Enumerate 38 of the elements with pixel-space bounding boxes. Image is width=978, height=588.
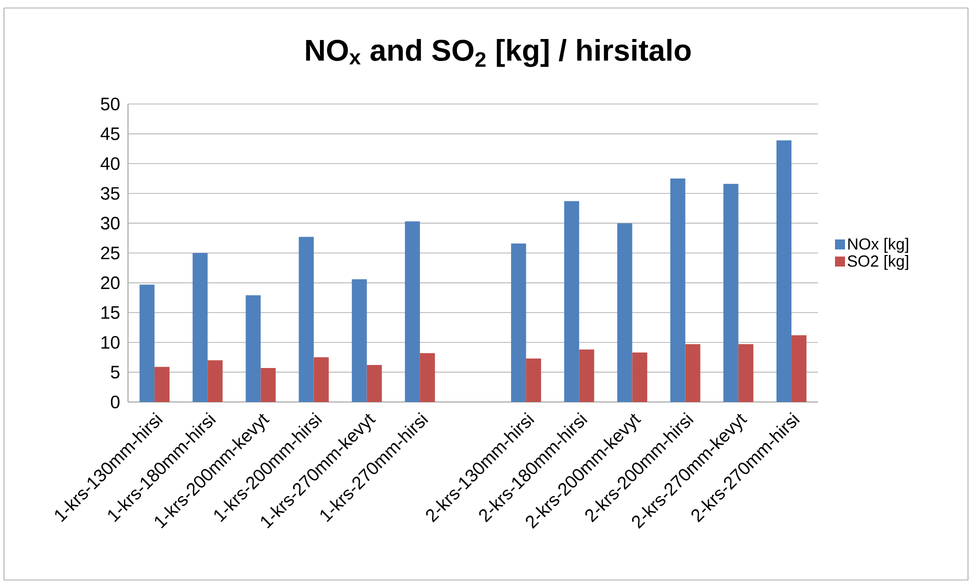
y-tick-label: 20 <box>101 276 120 290</box>
bar <box>366 365 382 402</box>
y-tick-label: 45 <box>100 128 120 140</box>
bar <box>526 358 542 402</box>
y-tick-label: 30 <box>100 216 120 230</box>
y-tick-label: 25 <box>101 246 120 260</box>
bar <box>420 353 435 402</box>
bar <box>352 279 367 402</box>
bar <box>670 178 686 402</box>
bar <box>564 201 580 402</box>
bar <box>314 357 329 402</box>
chart-title: NO$_{x}$ and SO$_{2}$ [kg] / hirsitalo <box>306 38 691 68</box>
bar <box>723 184 738 402</box>
bar <box>192 252 208 402</box>
bar <box>776 140 792 402</box>
bar <box>791 335 806 402</box>
y-tick-label: 40 <box>100 157 120 170</box>
bar <box>140 284 155 402</box>
bar <box>260 368 276 402</box>
y-tick-label: 5 <box>110 366 120 378</box>
bar <box>617 223 632 402</box>
bar <box>579 350 594 402</box>
bar <box>246 295 261 402</box>
legend-label: SO2 [kg] <box>848 254 908 270</box>
bar <box>632 352 648 402</box>
y-tick-label: 50 <box>100 98 120 110</box>
y-tick-label: 35 <box>100 187 120 200</box>
y-tick-label: 15 <box>102 306 120 319</box>
bar <box>511 243 526 402</box>
bar <box>404 221 420 402</box>
bar <box>685 344 700 402</box>
legend-label: NOx [kg] <box>848 238 908 253</box>
bar <box>208 360 223 402</box>
y-tick-label: 10 <box>102 336 120 349</box>
y-tick-label: 0 <box>110 396 120 408</box>
bar <box>738 344 754 402</box>
bar <box>298 236 314 402</box>
bar <box>154 366 170 402</box>
